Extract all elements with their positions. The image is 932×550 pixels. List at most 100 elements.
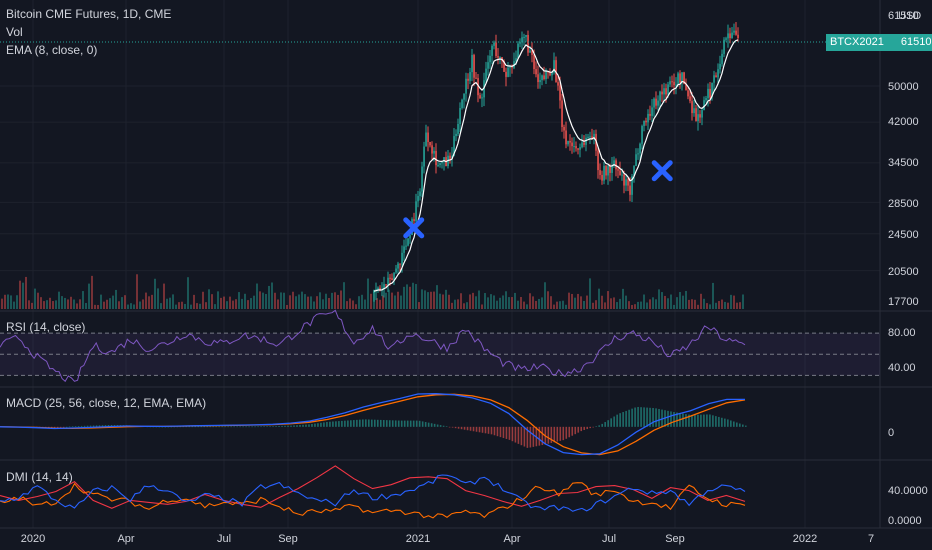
volume-bar bbox=[376, 298, 378, 309]
macd-histogram-bar bbox=[86, 425, 89, 427]
volume-bar bbox=[199, 303, 201, 309]
candle-body bbox=[719, 63, 721, 70]
volume-bar bbox=[328, 297, 330, 309]
volume-bar bbox=[256, 283, 258, 309]
macd-histogram-bar bbox=[655, 408, 657, 427]
volume-bar bbox=[385, 292, 387, 309]
candle-body bbox=[495, 42, 497, 57]
volume-bar bbox=[346, 301, 348, 309]
candle-body bbox=[377, 287, 379, 290]
macd-histogram-bar bbox=[637, 406, 639, 427]
volume-bar bbox=[286, 304, 288, 309]
macd-histogram-bar bbox=[568, 426, 571, 438]
candle-body bbox=[699, 114, 701, 118]
candle-body bbox=[627, 179, 629, 186]
macd-histogram-bar bbox=[730, 420, 732, 427]
candle-body bbox=[701, 110, 703, 118]
candle-body bbox=[433, 150, 435, 154]
macd-histogram-bar bbox=[230, 426, 232, 428]
macd-histogram-bar bbox=[227, 426, 229, 428]
volume-bar bbox=[529, 293, 531, 309]
macd-histogram-bar bbox=[466, 426, 469, 431]
macd-histogram-bar bbox=[77, 426, 80, 427]
macd-histogram-bar bbox=[511, 426, 514, 442]
adx-line bbox=[0, 465, 746, 509]
rsi-legend[interactable]: RSI (14, close) bbox=[6, 320, 86, 334]
volume-bar bbox=[61, 296, 63, 309]
time-scale[interactable]: 2020 Apr Jul Sep 2021 Apr Jul Sep 2022 7 bbox=[21, 533, 874, 545]
macd-histogram-bar bbox=[505, 426, 508, 439]
volume-bar bbox=[148, 296, 150, 309]
volume-bar bbox=[640, 301, 642, 309]
volume-bar bbox=[352, 300, 354, 309]
candle-body bbox=[683, 72, 685, 84]
last-price-tag: BTCX2021 61510 bbox=[826, 34, 932, 51]
rsi-pane[interactable] bbox=[0, 309, 880, 383]
currency-label[interactable]: USD bbox=[898, 10, 921, 22]
volume-bar bbox=[736, 302, 738, 309]
trade-markers[interactable] bbox=[403, 160, 673, 239]
candle-body bbox=[737, 34, 739, 39]
volume-bar bbox=[67, 299, 69, 309]
candle-body bbox=[589, 136, 591, 138]
volume-bar bbox=[76, 303, 78, 309]
volume-bar bbox=[634, 304, 636, 309]
candle-body bbox=[543, 75, 545, 80]
volume-bar bbox=[166, 298, 168, 309]
macd-histogram-bar bbox=[344, 420, 346, 427]
candle-body bbox=[455, 133, 457, 137]
volume-bar bbox=[514, 292, 516, 309]
candle-body bbox=[465, 78, 467, 94]
x-tick-2022: 2022 bbox=[793, 533, 817, 545]
chart-title[interactable]: Bitcoin CME Futures, 1D, CME bbox=[6, 7, 172, 21]
volume-bar bbox=[526, 304, 528, 309]
volume-bar bbox=[325, 293, 327, 309]
macd-histogram-bar bbox=[80, 425, 83, 427]
volume-bar bbox=[367, 278, 369, 309]
macd-histogram-bar bbox=[278, 426, 280, 427]
macd-histogram-bar bbox=[472, 426, 475, 432]
volume-legend[interactable]: Vol bbox=[6, 25, 23, 39]
macd-pane[interactable] bbox=[0, 393, 747, 456]
candle-body bbox=[727, 33, 729, 39]
dmi-tick-40: 40.0000 bbox=[888, 485, 928, 497]
volume-bar bbox=[13, 301, 15, 309]
candle-body bbox=[577, 148, 579, 150]
macd-histogram-bar bbox=[379, 419, 382, 427]
macd-histogram-bar bbox=[182, 426, 185, 428]
candle-body bbox=[637, 153, 639, 155]
volume-bar bbox=[364, 299, 366, 309]
volume-bar bbox=[412, 282, 414, 309]
volume-bar bbox=[424, 290, 426, 309]
macd-histogram-bar bbox=[203, 426, 206, 428]
macd-histogram-bar bbox=[218, 426, 221, 428]
candle-body bbox=[653, 98, 655, 108]
volume-bar bbox=[604, 302, 606, 309]
volume-bar bbox=[472, 292, 474, 309]
candle-body bbox=[695, 108, 697, 122]
candle-body bbox=[713, 75, 715, 83]
volume-bar bbox=[550, 296, 552, 309]
macd-histogram-bar bbox=[98, 425, 101, 427]
volume-bar bbox=[160, 303, 162, 309]
candle-body bbox=[689, 96, 691, 102]
dmi-pane[interactable] bbox=[0, 465, 746, 519]
volume-bar bbox=[637, 301, 639, 309]
price-pane[interactable] bbox=[0, 22, 880, 309]
volume-bar bbox=[448, 294, 450, 309]
dmi-legend[interactable]: DMI (14, 14) bbox=[6, 470, 73, 484]
price-scale[interactable]: 61510 USD 50000 42000 34500 28500 24500 … bbox=[888, 10, 928, 527]
pane-dividers[interactable] bbox=[0, 0, 932, 529]
macd-legend[interactable]: MACD (25, 56, close, 12, EMA, EMA) bbox=[6, 396, 207, 410]
macd-histogram-bar bbox=[556, 426, 559, 442]
candle-body bbox=[603, 165, 605, 181]
macd-histogram-bar bbox=[221, 426, 224, 428]
macd-histogram-bar bbox=[71, 426, 74, 427]
macd-histogram-bar bbox=[191, 426, 194, 428]
volume-bar bbox=[532, 296, 534, 309]
ema-legend[interactable]: EMA (8, close, 0) bbox=[6, 43, 98, 57]
volume-bar bbox=[361, 294, 363, 309]
volume-bar bbox=[658, 289, 660, 309]
macd-histogram-bar bbox=[721, 417, 723, 427]
